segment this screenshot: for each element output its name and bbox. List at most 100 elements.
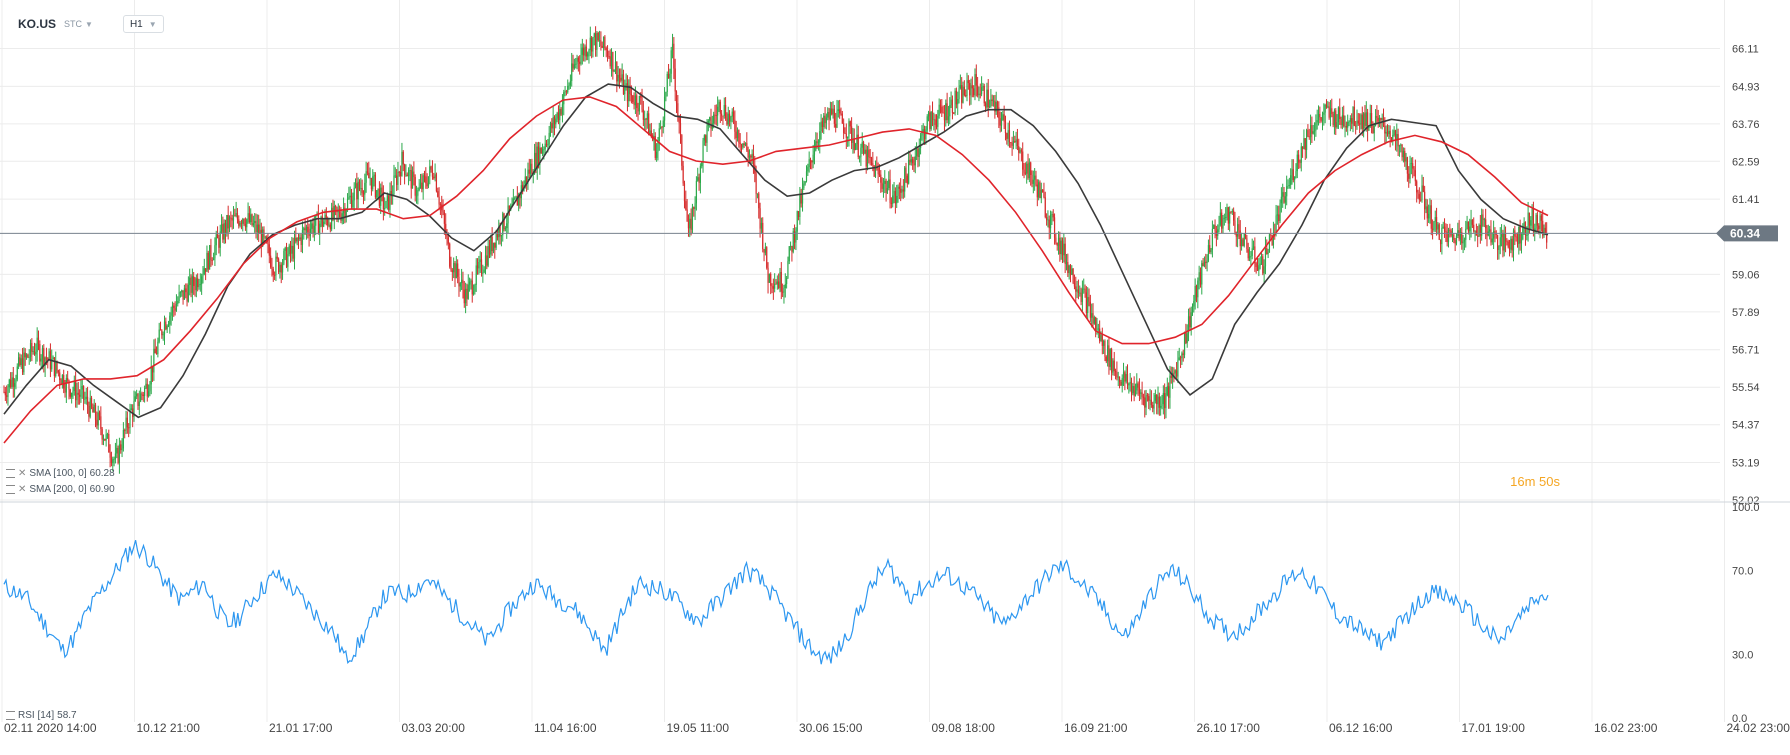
candle-body: [185, 288, 186, 292]
candle-body: [111, 458, 112, 463]
candle-body: [419, 187, 420, 190]
candle-body: [943, 113, 944, 114]
candle-body: [740, 143, 741, 144]
candle-body: [148, 391, 149, 396]
candle-body: [978, 94, 979, 95]
candle-body: [1001, 120, 1002, 126]
candle-body: [961, 85, 962, 103]
candle-body: [202, 274, 203, 276]
instrument-symbol[interactable]: KO.US: [18, 17, 56, 31]
candle-body: [217, 234, 218, 238]
candle-body: [1521, 239, 1522, 243]
candle-body: [639, 96, 640, 111]
candle-body: [359, 182, 360, 189]
candle-body: [1189, 316, 1190, 327]
candle-body: [377, 189, 378, 191]
candle-body: [1208, 245, 1209, 260]
candle-body: [928, 112, 929, 116]
settings-lines-icon[interactable]: [6, 485, 15, 494]
legend-sma200[interactable]: ✕ SMA [200, 0] 60.90: [6, 484, 115, 495]
legend-sma100[interactable]: ✕ SMA [100, 0] 60.28: [6, 468, 115, 479]
candle-body: [206, 253, 207, 272]
candle-body: [124, 430, 125, 431]
candle-body: [94, 405, 95, 413]
candle-body: [736, 132, 737, 138]
candle-body: [318, 213, 319, 234]
candle-body: [990, 100, 991, 107]
candle-body: [490, 237, 491, 255]
candle-body: [863, 142, 864, 153]
candle-body: [358, 182, 359, 200]
candle-body: [399, 172, 400, 173]
settings-lines-icon[interactable]: [6, 469, 15, 478]
candle-body: [446, 235, 447, 237]
candle-body: [59, 372, 60, 380]
timeframe-selector[interactable]: H1 ▼: [123, 15, 164, 33]
candle-body: [1437, 224, 1438, 229]
candle-body: [246, 219, 247, 227]
candle-body: [693, 207, 694, 209]
candle-body: [549, 133, 550, 145]
close-icon[interactable]: ✕: [18, 484, 26, 495]
candle-body: [1039, 182, 1040, 198]
candle-body: [1310, 125, 1311, 137]
candle-body: [1092, 313, 1093, 323]
close-icon[interactable]: ✕: [18, 468, 26, 479]
candle-body: [964, 87, 965, 95]
candle-body: [1293, 169, 1294, 180]
candle-body: [1070, 265, 1071, 274]
candle-body: [781, 272, 782, 292]
candle-body: [676, 91, 677, 103]
candle-body: [729, 114, 730, 122]
candle-body: [648, 113, 649, 135]
candle-body: [1286, 186, 1287, 196]
candle-body: [688, 222, 689, 229]
instrument-toolbar: KO.US STC ▼ H1 ▼: [18, 14, 164, 34]
candle-body: [1408, 174, 1409, 179]
candle-body: [684, 183, 685, 201]
candle-body: [135, 396, 136, 401]
candle-body: [694, 203, 695, 209]
candle-body: [538, 147, 539, 165]
candle-body: [667, 74, 668, 92]
x-tick-label: 10.12 21:00: [137, 721, 201, 735]
candle-body: [1080, 293, 1081, 302]
candle-body: [265, 237, 266, 238]
candle-body: [63, 375, 64, 388]
legend-rsi[interactable]: RSI [14] 58.7: [6, 710, 77, 721]
candle-body: [917, 149, 918, 157]
candle-body: [1390, 131, 1391, 137]
candle-body: [3, 392, 4, 393]
candle-body: [201, 276, 202, 284]
candle-body: [530, 164, 531, 174]
candle-body: [396, 176, 397, 185]
legend-sma100-value: 60.28: [90, 468, 115, 479]
candle-body: [327, 219, 328, 225]
candle-body: [831, 109, 832, 115]
candle-body: [157, 342, 158, 354]
candle-body: [1161, 404, 1162, 406]
source-selector[interactable]: STC ▼: [64, 19, 93, 29]
candle-body: [1083, 289, 1084, 290]
candle-body: [1283, 192, 1284, 202]
candle-body: [1225, 217, 1226, 218]
candle-body: [1143, 397, 1144, 398]
candle-body: [633, 102, 634, 105]
candle-body: [1358, 121, 1359, 124]
candle-body: [1537, 215, 1538, 226]
candle-body: [761, 223, 762, 229]
candle-body: [1179, 357, 1180, 360]
settings-lines-icon[interactable]: [6, 711, 15, 720]
candle-body: [355, 183, 356, 188]
candle-body: [702, 141, 703, 163]
candle-body: [756, 174, 757, 194]
candle-body: [578, 58, 579, 62]
candle-body: [428, 176, 429, 186]
candle-body: [1005, 122, 1006, 133]
candle-body: [311, 223, 312, 228]
candle-body: [1330, 108, 1331, 117]
candle-body: [1533, 209, 1534, 231]
candle-body: [453, 263, 454, 272]
